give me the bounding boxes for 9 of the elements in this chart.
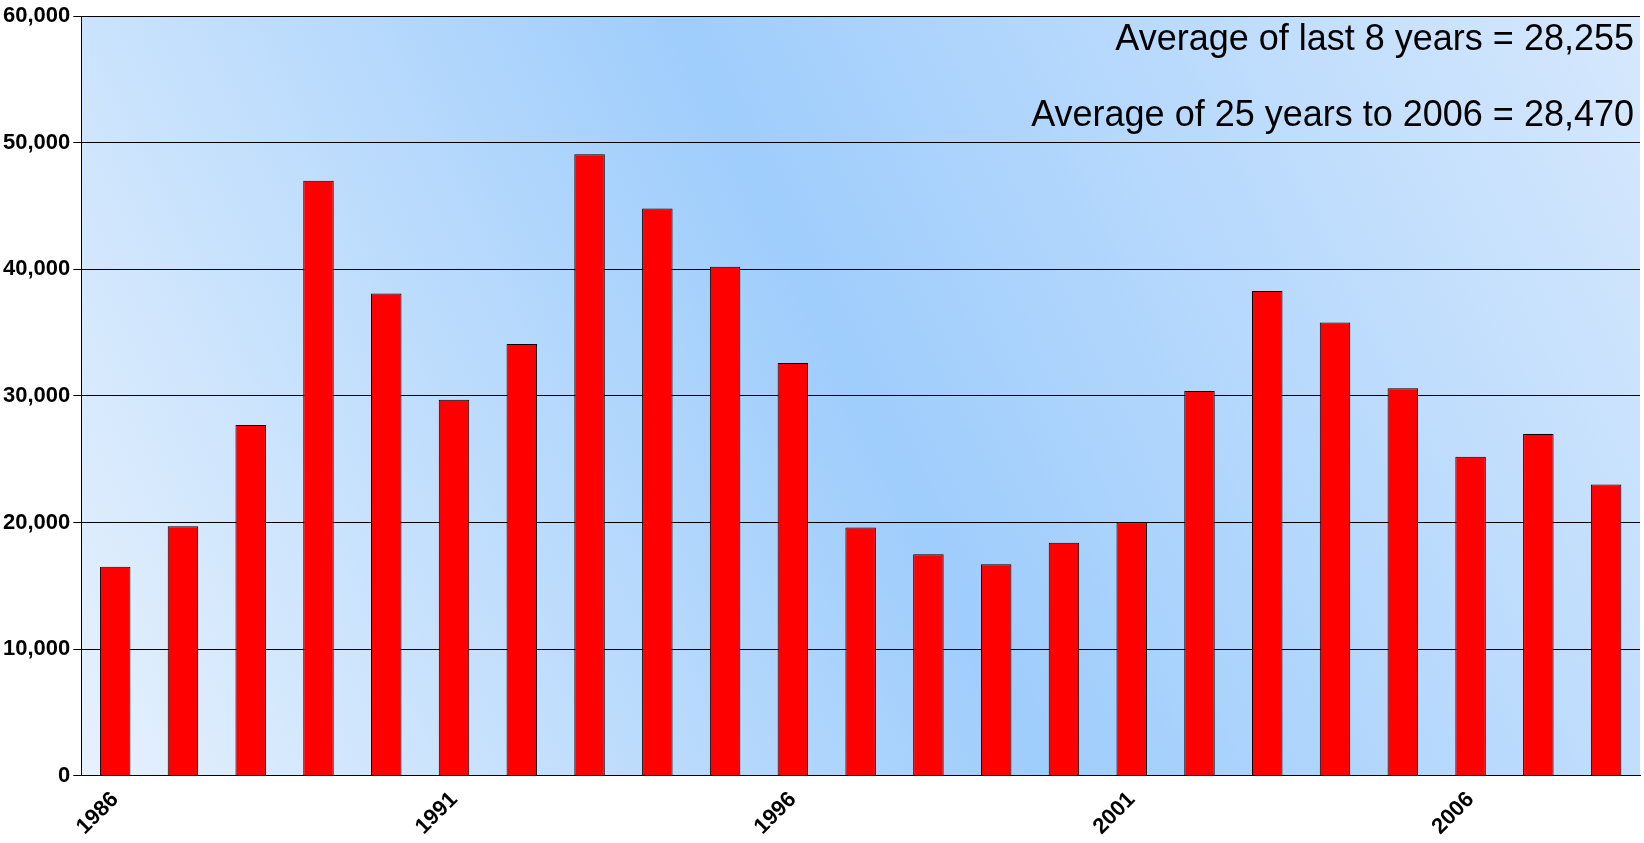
annotation: Average of last 8 years = 28,255 (1115, 17, 1634, 59)
y-tick-label: 30,000 (2, 382, 71, 408)
y-tick-label: 10,000 (2, 635, 71, 661)
y-tick-label: 20,000 (2, 508, 71, 534)
y-tick-label: 60,000 (2, 2, 71, 28)
y-tick-label: 50,000 (2, 128, 71, 154)
y-tick-label: 40,000 (2, 255, 71, 281)
annotation: Average of 25 years to 2006 = 28,470 (1031, 93, 1634, 135)
y-tick-label: 0 (58, 761, 71, 787)
